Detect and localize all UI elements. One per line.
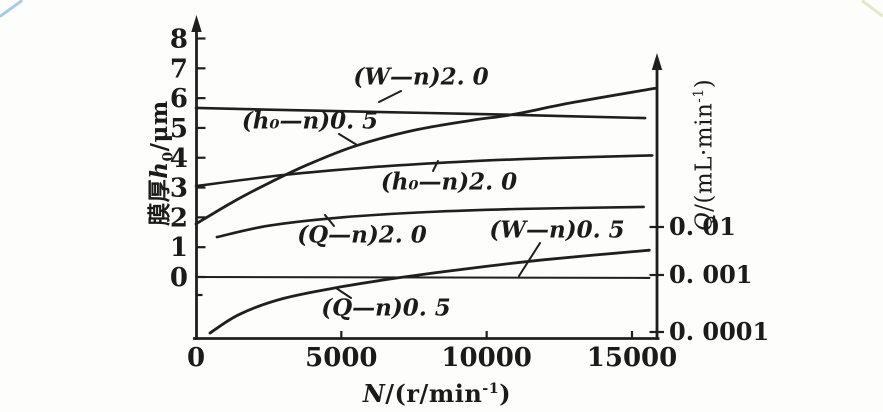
curve-leader-Q-n-2.0 <box>324 214 335 227</box>
y-right-label-sup: -1 <box>691 88 707 103</box>
curve-leader-W-n-0.5 <box>518 242 541 277</box>
y-right-label-main: /(mL·min <box>691 102 718 212</box>
y-axis-title-right: Q/(mL·min-1) <box>686 57 718 253</box>
y-right-axis-arrow <box>651 53 663 70</box>
curve-label-Q-n-0.5: (Q—n)0. 5 <box>321 295 451 322</box>
y-left-label-var: h <box>146 161 173 179</box>
x-tick-label: 10000 <box>441 343 531 373</box>
y-left-tick-label: 1 <box>170 233 188 263</box>
y-axis-title-left: 膜厚h0/μm <box>146 93 177 233</box>
x-label-close: ) <box>499 379 512 408</box>
curve-label-W-n-2.0: (W—n)2. 0 <box>353 64 488 91</box>
x-label-var: N <box>362 379 386 408</box>
x-label-main: /(r/min <box>385 379 483 408</box>
y-left-tick-label: 3 <box>170 174 188 204</box>
curve-h0-n-0.5 <box>194 86 659 226</box>
curve-label-h0-n-2.0: (h₀—n)2. 0 <box>381 169 517 196</box>
y-right-tick-label: 0. 01 <box>669 212 736 241</box>
curve-leader-h0-n-0.5 <box>338 133 358 146</box>
y-left-tick-label: 4 <box>170 144 188 174</box>
curve-h0-n-2.0 <box>194 154 654 188</box>
y-left-label-prefix: 膜厚 <box>146 178 173 226</box>
y-right-label-var: Q <box>691 211 718 232</box>
y-left-tick-label: 7 <box>170 54 188 84</box>
y-left-tick-label: 6 <box>170 84 188 114</box>
curve-leader-h0-n-2.0 <box>432 160 439 172</box>
curve-Q-n-2.0 <box>215 205 645 239</box>
x-axis-title: N/(r/min-1) <box>327 376 547 407</box>
y-left-label-sub: 0 <box>160 151 177 162</box>
y-left-axis-arrow <box>191 15 202 32</box>
curve-W-n-2.0 <box>194 106 647 120</box>
x-tick-label: 0 <box>187 343 205 373</box>
curve-Q-n-0.5 <box>208 248 651 335</box>
y-right-tick-label: 0. 0001 <box>669 317 769 346</box>
y-left-tick-label: 5 <box>170 114 188 144</box>
y-right-tick-label: 0. 001 <box>669 260 753 289</box>
curve-leader-Q-n-0.5 <box>335 287 352 299</box>
y-left-tick-label: 8 <box>170 25 188 55</box>
y-left-tick-label: 2 <box>170 203 188 233</box>
curve-W-n-0.5 <box>194 275 651 279</box>
curve-leader-W-n-2.0 <box>378 90 402 103</box>
curve-label-W-n-0.5: (W—n)0. 5 <box>489 217 624 244</box>
x-tick-label: 5000 <box>305 343 377 373</box>
x-label-sup: -1 <box>482 380 500 397</box>
y-left-label-suffix: /μm <box>146 100 173 152</box>
y-right-label-close: ) <box>691 78 718 89</box>
y-left-tick-label: 0 <box>170 263 188 293</box>
curve-label-Q-n-2.0: (Q—n)2. 0 <box>297 222 427 249</box>
curve-label-h0-n-0.5: (h₀—n)0. 5 <box>242 108 378 135</box>
x-tick-label: 15000 <box>587 343 677 373</box>
